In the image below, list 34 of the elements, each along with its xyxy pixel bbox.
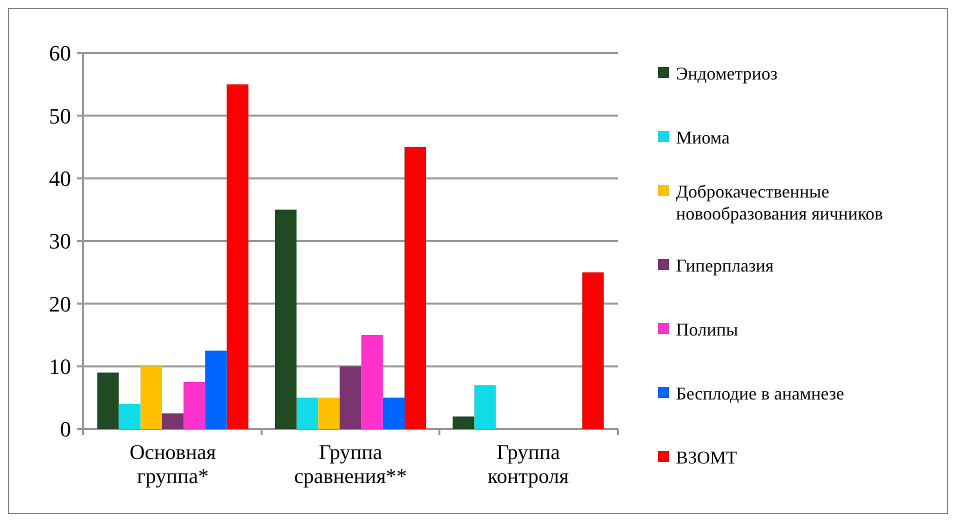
y-tick-label: 30 <box>49 228 71 254</box>
bar <box>97 372 119 429</box>
bar <box>474 385 496 429</box>
bar <box>274 210 297 429</box>
bar <box>140 366 162 429</box>
y-tick-label: 10 <box>49 354 71 380</box>
legend-label: Доброкачественные новообразования яичников <box>676 181 884 224</box>
bar <box>318 398 340 429</box>
y-tick-label: 0 <box>60 416 71 442</box>
bar <box>226 84 248 429</box>
bar <box>382 398 404 429</box>
y-tick-label: 20 <box>49 291 71 316</box>
legend-label: Полипы <box>676 319 738 340</box>
legend-label: Гиперплазия <box>676 255 774 276</box>
bar <box>118 404 140 429</box>
bar <box>296 398 318 429</box>
legend-label: Бесплодие в анамнезе <box>676 383 844 404</box>
y-tick-label: 60 <box>49 40 71 66</box>
bar <box>404 147 426 429</box>
bar <box>452 416 474 429</box>
bar <box>340 366 362 429</box>
legend-label: ВЗОМТ <box>676 447 738 468</box>
legend-label: Миома <box>676 127 730 148</box>
x-tick-label: Группа контроля <box>488 440 570 488</box>
y-tick-label: 50 <box>49 103 71 128</box>
bar <box>162 413 184 429</box>
x-tick-label: Основная группа* <box>130 440 216 488</box>
bar <box>582 272 604 429</box>
y-tick-label: 40 <box>49 166 71 192</box>
x-tick-label: Группа сравнения** <box>294 440 407 488</box>
bar <box>205 350 227 429</box>
bar <box>184 382 206 429</box>
legend-label: Эндометриоз <box>676 63 778 84</box>
bar <box>361 335 383 429</box>
